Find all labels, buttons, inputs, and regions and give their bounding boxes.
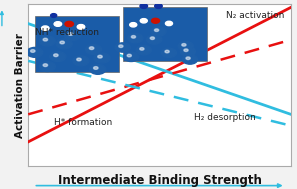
Circle shape — [54, 54, 58, 57]
Circle shape — [98, 55, 102, 58]
Bar — [35, 15, 119, 72]
Text: H₂ desorption: H₂ desorption — [194, 113, 255, 122]
Circle shape — [42, 26, 49, 31]
Circle shape — [77, 25, 85, 29]
Circle shape — [40, 62, 55, 71]
Circle shape — [178, 42, 193, 51]
Circle shape — [90, 64, 106, 74]
Circle shape — [40, 36, 55, 46]
Circle shape — [86, 45, 102, 54]
Circle shape — [136, 46, 151, 55]
Circle shape — [150, 37, 154, 40]
Text: Intermediate Binding Strength: Intermediate Binding Strength — [59, 174, 262, 187]
Circle shape — [182, 44, 186, 46]
Circle shape — [127, 54, 131, 57]
Circle shape — [131, 36, 135, 38]
Circle shape — [155, 4, 162, 8]
Circle shape — [147, 35, 162, 44]
Circle shape — [65, 21, 73, 27]
Circle shape — [182, 55, 198, 64]
Circle shape — [130, 23, 137, 27]
Circle shape — [77, 58, 81, 61]
Circle shape — [184, 49, 188, 52]
Circle shape — [154, 29, 159, 31]
Circle shape — [50, 14, 57, 17]
Circle shape — [43, 38, 48, 41]
Text: NH* reduction: NH* reduction — [35, 29, 99, 37]
Circle shape — [140, 4, 148, 8]
Circle shape — [115, 43, 130, 52]
Circle shape — [89, 47, 94, 50]
Circle shape — [31, 50, 35, 52]
Circle shape — [60, 41, 64, 44]
Circle shape — [140, 48, 144, 50]
Bar — [123, 7, 207, 61]
Circle shape — [43, 64, 48, 67]
Circle shape — [151, 18, 159, 23]
Circle shape — [119, 45, 123, 47]
Circle shape — [54, 22, 62, 26]
Circle shape — [50, 52, 66, 62]
Circle shape — [68, 33, 73, 35]
Circle shape — [151, 27, 166, 36]
Circle shape — [94, 53, 110, 63]
Circle shape — [94, 67, 98, 69]
Text: H* formation: H* formation — [54, 118, 113, 127]
Circle shape — [165, 21, 173, 26]
Circle shape — [165, 50, 169, 53]
Circle shape — [27, 47, 43, 57]
Circle shape — [56, 39, 72, 49]
Circle shape — [186, 57, 190, 60]
Circle shape — [124, 52, 139, 61]
Circle shape — [180, 47, 195, 56]
Circle shape — [64, 30, 80, 40]
Circle shape — [73, 56, 89, 66]
Y-axis label: Activation Barrier: Activation Barrier — [15, 33, 26, 138]
Circle shape — [128, 33, 143, 43]
Circle shape — [140, 19, 147, 23]
Circle shape — [162, 48, 176, 57]
Text: N₂ activation: N₂ activation — [227, 12, 285, 20]
